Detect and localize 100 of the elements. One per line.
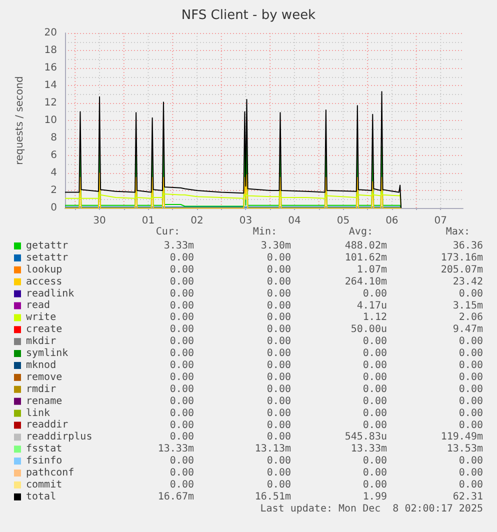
text: 0.00: [458, 468, 483, 479]
text: Max:: [446, 226, 470, 238]
text: 1.07m: [356, 264, 387, 276]
text: 1.12: [362, 312, 387, 324]
text: 9.47m: [452, 324, 483, 336]
x-tick-label: 30: [93, 216, 106, 226]
text: 50.00u: [350, 324, 387, 336]
chart-title: NFS Client - by week: [181, 8, 316, 23]
legend-label: symlink: [26, 348, 68, 360]
text: 119.49m: [440, 432, 483, 443]
text: 0.00: [458, 288, 483, 300]
y-tick-label: 12: [44, 98, 57, 108]
text: 0.00: [266, 360, 291, 371]
text: 0.00: [266, 336, 291, 348]
text: 0.00: [266, 408, 291, 419]
x-tick-label: 07: [434, 216, 448, 226]
text: 0.00: [266, 324, 291, 336]
legend-label: link: [26, 408, 50, 419]
x-tick-label: 01: [142, 216, 155, 226]
text: 0.00: [458, 408, 483, 419]
text: 0.00: [362, 420, 387, 431]
legend-label: mkdir: [26, 336, 56, 348]
text: 0.00: [170, 276, 194, 288]
y-tick-label: 4: [50, 168, 57, 178]
text: 0.00: [458, 420, 483, 431]
x-tick-label: 06: [386, 216, 398, 226]
legend-label: rename: [26, 396, 62, 407]
text: 4.17u: [356, 300, 387, 312]
legend-label: readdir: [26, 420, 68, 431]
text: 3.30m: [260, 240, 291, 252]
legend-label: fsstat: [26, 444, 62, 455]
text: 2.06: [458, 312, 483, 324]
y-axis-title: requests / second: [14, 76, 26, 165]
text: 0.00: [266, 468, 291, 479]
text: 545.83u: [344, 432, 387, 443]
text: 0.00: [362, 372, 387, 383]
text: 0.00: [170, 264, 194, 276]
text: 3.33m: [164, 240, 194, 252]
text: 0.00: [458, 360, 483, 371]
y-tick-label: 20: [44, 28, 57, 38]
y-tick-label: 0: [50, 202, 57, 214]
text: 0.00: [362, 348, 387, 360]
legend-label: readlink: [26, 288, 74, 300]
text: 16.51m: [254, 491, 291, 502]
text: 0.00: [170, 300, 194, 312]
text: 23.42: [452, 276, 483, 288]
text: 0.00: [170, 396, 194, 407]
y-tick-label: 10: [44, 115, 57, 126]
text: 13.33m: [350, 444, 387, 455]
legend-label: read: [26, 300, 50, 312]
text: 0.00: [362, 384, 387, 395]
text: 13.33m: [158, 444, 194, 455]
legend-label: mknod: [26, 360, 56, 371]
legend-label: fsinfo: [26, 456, 62, 467]
text: 0.00: [170, 432, 194, 443]
x-tick-label: 05: [336, 216, 350, 226]
text: 0.00: [170, 324, 194, 336]
text: 0.00: [170, 468, 194, 479]
text: 0.00: [458, 480, 483, 490]
y-tick-label: 18: [44, 45, 57, 56]
text: 0.00: [362, 468, 387, 479]
text: 0.00: [170, 456, 194, 467]
text: 0.00: [362, 408, 387, 419]
text: 16.67m: [158, 491, 194, 502]
text: 0.00: [266, 288, 291, 300]
text: 0.00: [458, 456, 483, 467]
text: 0.00: [266, 300, 291, 312]
legend-label: create: [26, 324, 62, 336]
text: 0.00: [458, 384, 483, 395]
text: 101.62m: [344, 252, 387, 264]
text: 0.00: [266, 396, 291, 407]
text: 0.00: [170, 252, 194, 264]
text: 0.00: [266, 480, 291, 490]
text: 0.00: [266, 384, 291, 395]
text: 264.10m: [344, 276, 387, 288]
text: 0.00: [362, 456, 387, 467]
text: 205.07m: [440, 264, 483, 276]
legend-label: rmdir: [26, 384, 56, 395]
text: 0.00: [362, 396, 387, 407]
line-series: [64, 172, 402, 208]
text: 13.53m: [446, 444, 483, 455]
legend-label: setattr: [26, 252, 68, 264]
legend-label: total: [26, 491, 56, 502]
legend-label: readdirplus: [26, 432, 92, 443]
text: 13.13m: [254, 444, 291, 455]
y-tick-label: 8: [50, 132, 57, 144]
text: 0.00: [266, 348, 291, 360]
y-tick-label: 6: [50, 150, 57, 161]
text: 0.00: [266, 264, 291, 276]
x-tick-label: 02: [190, 216, 204, 226]
legend-label: write: [26, 312, 56, 324]
text: 0.00: [266, 252, 291, 264]
text: 0.00: [170, 480, 194, 490]
legend-label: lookup: [26, 264, 62, 276]
text: 0.00: [266, 456, 291, 467]
y-tick-label: 14: [44, 80, 57, 91]
x-tick-label: 03: [239, 216, 252, 226]
text: 0.00: [170, 372, 194, 383]
text: 0.00: [170, 312, 194, 324]
text: 0.00: [266, 372, 291, 383]
